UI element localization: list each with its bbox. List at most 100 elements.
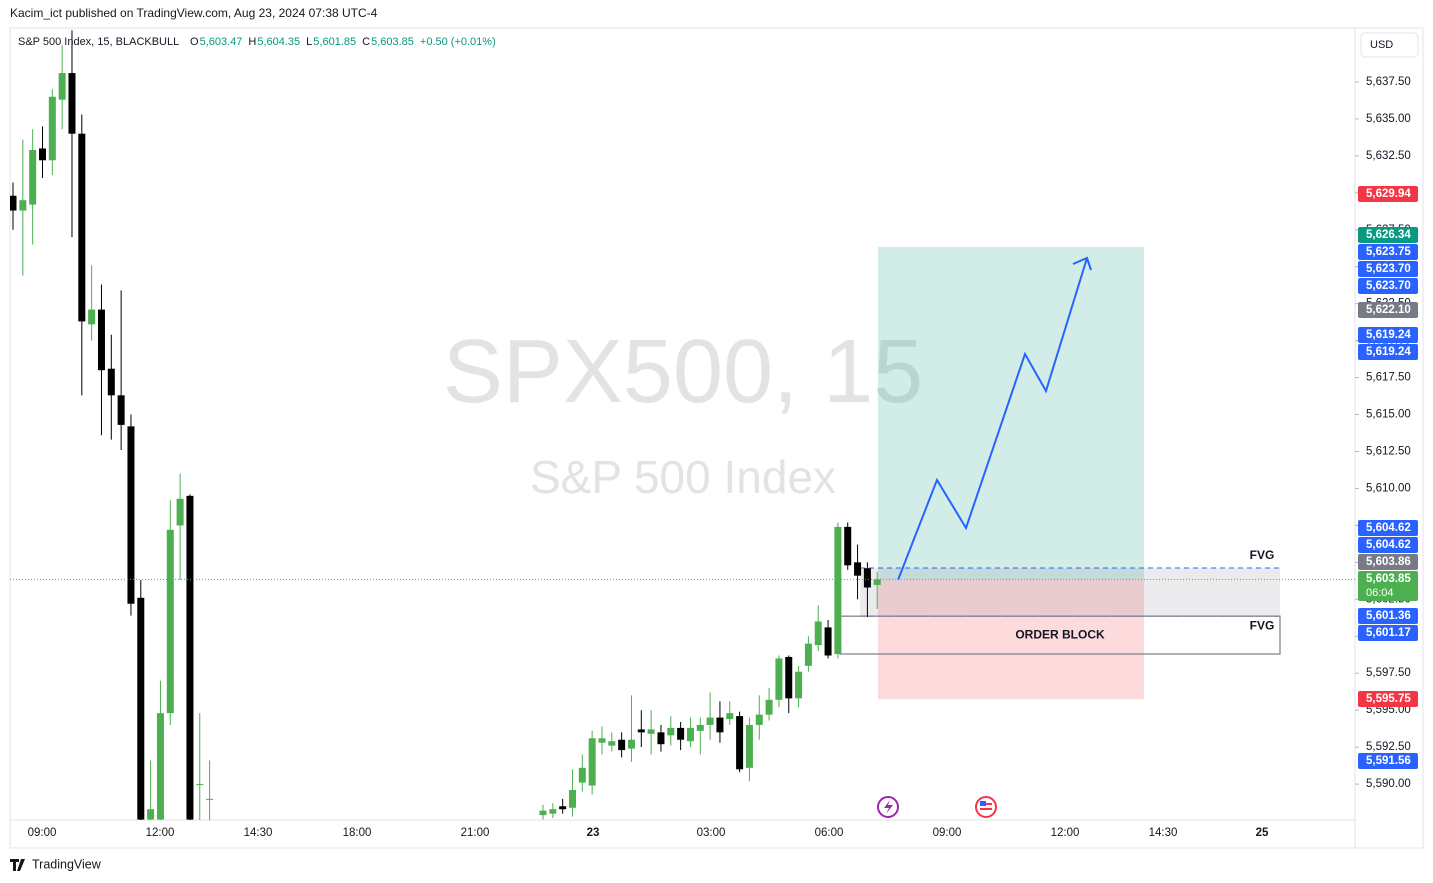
y-tick-label: 5,632.50 [1366, 150, 1411, 162]
candle-body [588, 738, 596, 786]
x-tick-label: 12:00 [146, 827, 175, 839]
x-tick-label: 25 [1256, 827, 1269, 839]
arrow-head [1072, 256, 1092, 271]
legend-key: O [190, 36, 199, 48]
candle-body [647, 729, 655, 734]
candle-body [844, 526, 852, 566]
candle-body [608, 741, 616, 746]
legend-value: 5,601.85 [313, 36, 356, 48]
x-tick-label: 12:00 [1051, 827, 1080, 839]
candle-body [696, 724, 704, 731]
price-badge [1358, 571, 1418, 601]
candle-body [156, 713, 164, 820]
price-badge [1358, 244, 1418, 260]
currency: USD [1370, 39, 1393, 51]
footer: TradingView [32, 857, 102, 871]
candle-body [745, 724, 753, 768]
candle-body [48, 96, 56, 161]
candle-body [68, 73, 76, 134]
candle-body [549, 809, 557, 814]
candle-body [726, 713, 734, 720]
stop-zone [878, 579, 1144, 700]
legend-value: 5,604.35 [257, 36, 300, 48]
price-badge [1358, 753, 1418, 769]
price-badge [1358, 537, 1418, 553]
x-tick-label: 09:00 [933, 827, 962, 839]
frame [9, 27, 1424, 849]
price-badge-label: 5,604.62 [1366, 539, 1411, 551]
price-badge-label: 5,623.70 [1366, 280, 1411, 292]
candle-body [854, 562, 862, 576]
watermark: SPX500, 15 [443, 322, 923, 422]
x-tick-label: 03:00 [697, 827, 726, 839]
event-icon[interactable] [877, 796, 899, 818]
currency-button[interactable]: USD [1360, 32, 1419, 58]
price-badge [1358, 327, 1418, 343]
price-badge-label: 5,623.75 [1366, 246, 1411, 258]
price-badge-label: 5,619.24 [1366, 329, 1411, 341]
candle-body [834, 526, 842, 655]
event-icon[interactable] [975, 796, 997, 818]
price-badge [1358, 520, 1418, 536]
price-badge [1358, 625, 1418, 641]
fvg-zone [860, 567, 1280, 617]
y-tick-label: 5,610.00 [1366, 482, 1411, 494]
x-tick-label: 23 [587, 827, 600, 839]
candle-body [176, 498, 184, 526]
x-tick-label: 14:30 [244, 827, 273, 839]
legend-key: C [362, 36, 370, 48]
candle-body [29, 149, 37, 205]
candle-body [686, 727, 694, 742]
candle-body [147, 809, 155, 820]
candle-body [785, 656, 793, 699]
candle-body [873, 579, 881, 585]
candle-body [117, 395, 125, 425]
price-badge [1358, 608, 1418, 624]
candle-body [736, 716, 744, 770]
candle-body [578, 767, 586, 783]
price-badge [1358, 261, 1418, 277]
candle-body [38, 148, 46, 161]
candle-body [137, 597, 145, 820]
y-tick-label: 5,592.50 [1366, 741, 1411, 753]
candle-body [196, 784, 204, 786]
candle-body [618, 739, 626, 751]
price-badge-label: 5,595.75 [1366, 693, 1411, 705]
zone-label: ORDER BLOCK [1015, 627, 1105, 641]
candle-body [88, 309, 96, 325]
candle-body [568, 789, 576, 808]
candle-body [559, 806, 567, 810]
y-tick-label: 5,617.50 [1366, 372, 1411, 384]
y-tick-label: 5,595.00 [1366, 704, 1411, 716]
candle-body [765, 699, 773, 715]
price-badge-label: 5,622.10 [1366, 304, 1411, 316]
price-badge [1358, 302, 1418, 318]
candle-body [206, 798, 214, 800]
candle-body [58, 73, 66, 100]
price-badge [1358, 278, 1418, 294]
candle-body [814, 621, 822, 646]
candle-body [795, 671, 803, 699]
candle-body [78, 133, 86, 322]
y-tick-label: 5,612.50 [1366, 446, 1411, 458]
countdown: 06:04 [1366, 587, 1394, 599]
y-tick-label: 5,615.00 [1366, 409, 1411, 421]
price-badge-label: 5,619.24 [1366, 346, 1411, 358]
candle-body [667, 727, 675, 736]
price-badge-label: 5,604.62 [1366, 522, 1411, 534]
candle-body [107, 368, 115, 396]
symbol-title: S&P 500 Index, 15, BLACKBULL [18, 36, 179, 48]
projection-arrow [897, 257, 1088, 581]
price-badge-label: 5,626.34 [1366, 229, 1411, 241]
legend-change: +0.50 (+0.01%) [420, 36, 496, 48]
legend-value: 5,603.47 [200, 36, 243, 48]
y-tick-label: 5,637.50 [1366, 76, 1411, 88]
price-badge [1358, 227, 1418, 243]
x-tick-label: 21:00 [461, 827, 490, 839]
y-tick-label: 5,635.00 [1366, 113, 1411, 125]
logo: TradingView [10, 857, 102, 871]
legend-key: H [248, 36, 256, 48]
watermark-subtitle: S&P 500 Index [530, 451, 836, 503]
zone-label: FVG [1250, 548, 1275, 562]
